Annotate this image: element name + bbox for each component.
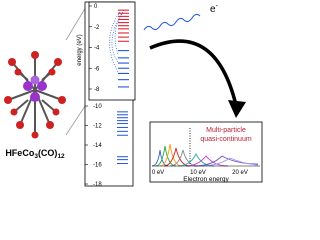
y-tick-label: 0 [94,4,98,10]
y-tick-label: -6 [94,66,100,72]
y-tick-label: -12 [93,124,102,130]
y-tick-label: -18 [93,182,102,188]
electron-wave [143,13,201,31]
formula-part: (CO) [38,148,58,158]
y-tick-label: -10 [93,104,102,110]
molecule [4,51,66,139]
x-tick-label: 20 eV [232,170,248,176]
formula-subscript: 3 [34,153,38,160]
formula-part: HFeCo [5,148,35,158]
formula-subscript: 12 [57,153,65,160]
page: HFeCo3(CO)12 energy (eV) e- Multi-partic… [4,1,263,188]
y-tick-label: -2 [94,25,100,31]
y-tick-label: -14 [93,143,102,149]
electron-label: e- [210,3,219,15]
electron-charge: - [216,3,219,10]
annotation: quasi-continuum [200,136,252,143]
annotation: Multi-particle [206,127,246,134]
y-tick-label: -4 [94,46,100,52]
molecule-label: HFeCo3(CO)12 [5,148,65,160]
spectrum-curves [151,143,259,167]
y-tick-label: -8 [94,87,100,93]
arrow-head [228,100,246,118]
y-axis-label: energy (eV) [77,34,83,65]
figure: HFeCo3(CO)12 energy (eV) e- Multi-partic… [4,1,263,188]
arrow [149,39,238,106]
x-axis-label: Electron energy [183,176,229,183]
x-tick-label: 10 eV [190,170,206,176]
dotted-transitions [109,9,125,73]
electron-symbol: e [210,4,216,15]
y-tick-label: -16 [93,163,102,169]
x-tick-label: 0 eV [152,170,164,176]
